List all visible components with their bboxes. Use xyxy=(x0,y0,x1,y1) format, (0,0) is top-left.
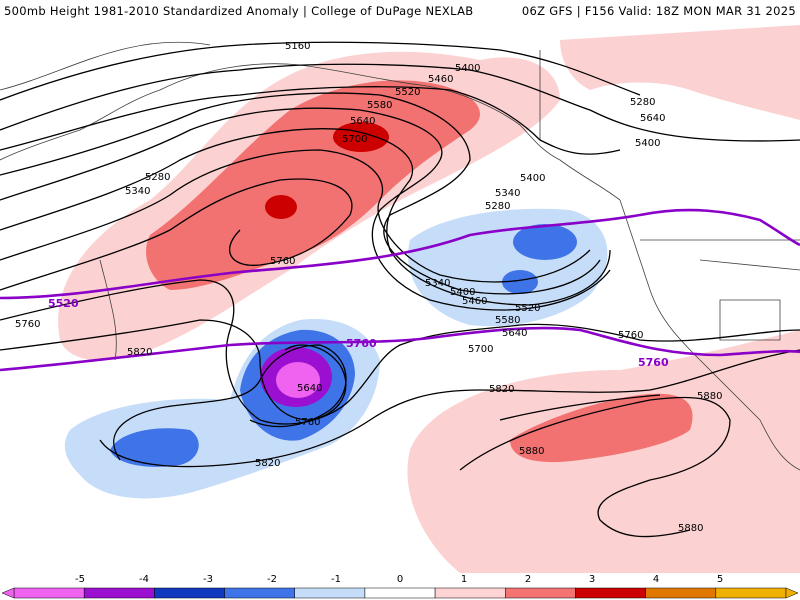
contour-label: 5520 xyxy=(395,87,420,98)
contour-label: 5460 xyxy=(428,74,453,85)
colorbar-tick-label: 4 xyxy=(652,574,660,585)
contour-label: 5760 xyxy=(15,319,40,330)
contour-label: 5280 xyxy=(630,97,655,108)
colorbar-tick-label: -2 xyxy=(267,574,277,585)
special-contours xyxy=(0,208,800,372)
contour-label: 5820 xyxy=(127,347,152,358)
contour-label: 5280 xyxy=(485,201,510,212)
contour-label: 5160 xyxy=(285,41,310,52)
contour-label: 5640 xyxy=(350,116,375,127)
contour-label: 5760 xyxy=(295,417,320,428)
colorbar-scale xyxy=(1,587,799,599)
colorbar-segment xyxy=(434,587,506,599)
contour-label: 5640 xyxy=(297,383,322,394)
contour-label: 5580 xyxy=(367,100,392,111)
contour-label: 5880 xyxy=(697,391,722,402)
contour-label: 5340 xyxy=(425,278,450,289)
contour-label: 5760 xyxy=(618,330,643,341)
contour-label: 5520 xyxy=(515,303,540,314)
map-header: 500mb Height 1981-2010 Standardized Anom… xyxy=(0,0,800,24)
colorbar-segment xyxy=(13,587,85,599)
model-valid-time: 06Z GFS | F156 Valid: 18Z MON MAR 31 202… xyxy=(521,4,796,18)
colorbar-left-arrow xyxy=(1,587,15,599)
special-contour-label: 5520 xyxy=(48,297,79,310)
special-contour-label: 5760 xyxy=(346,337,377,350)
colorbar-tick-label: -5 xyxy=(75,574,85,585)
colorbar-segment xyxy=(224,587,295,599)
contour-label: 5640 xyxy=(502,328,527,339)
contour-label: 5400 xyxy=(520,173,545,184)
contour-label: 5340 xyxy=(495,188,520,199)
contour-label: 5340 xyxy=(125,186,150,197)
colorbar-tick-label: -1 xyxy=(331,574,341,585)
anomaly-map: 5160 5400 5460 5520 5580 5640 5700 5280 … xyxy=(0,25,800,573)
colorbar-segment xyxy=(154,587,225,599)
contour-label: 5880 xyxy=(678,523,703,534)
contour-label: 5820 xyxy=(489,384,514,395)
contour-label: 5640 xyxy=(640,113,665,124)
colorbar-tick-label: 0 xyxy=(396,574,404,585)
map-title: 500mb Height 1981-2010 Standardized Anom… xyxy=(4,4,474,18)
contour-label: 5700 xyxy=(468,344,493,355)
colorbar-tick-label: -3 xyxy=(203,574,213,585)
colorbar-tick-label: 3 xyxy=(588,574,596,585)
colorbar-right-arrow xyxy=(785,587,799,599)
contour-label: 5760 xyxy=(270,256,295,267)
colorbar-segment xyxy=(575,587,646,599)
contour-label: 5880 xyxy=(519,446,544,457)
colorbar-tick-label: 5 xyxy=(716,574,724,585)
coastlines xyxy=(0,41,800,471)
colorbar-tick-label: -4 xyxy=(139,574,149,585)
contour-label: 5400 xyxy=(635,138,660,149)
special-contour-labels: 5520 5760 5760 xyxy=(48,297,669,369)
colorbar-segment xyxy=(505,587,576,599)
colorbar-tick-label: 2 xyxy=(524,574,532,585)
contour-label: 5280 xyxy=(145,172,170,183)
colorbar-segment xyxy=(364,587,436,599)
colorbar-segment xyxy=(715,587,787,599)
contour-label: 5460 xyxy=(462,296,487,307)
contour-label: 5400 xyxy=(455,63,480,74)
height-contours xyxy=(0,41,800,538)
colorbar-segment xyxy=(645,587,717,599)
positive-anomaly-medium xyxy=(146,80,693,463)
anomaly-colorbar: -5 -4 -3 -2 -1 0 1 2 3 4 5 xyxy=(0,573,800,600)
colorbar-tick-label: 1 xyxy=(460,574,468,585)
colorbar-segment xyxy=(294,587,366,599)
colorbar-segment xyxy=(83,587,155,599)
contour-label: 5700 xyxy=(342,134,367,145)
contour-label: 5820 xyxy=(255,458,280,469)
contour-label: 5400 xyxy=(450,287,475,298)
special-contour-label: 5760 xyxy=(638,356,669,369)
contour-labels: 5160 5400 5460 5520 5580 5640 5700 5280 … xyxy=(15,41,722,534)
negative-anomaly-extreme xyxy=(276,362,320,398)
contour-label: 5580 xyxy=(495,315,520,326)
